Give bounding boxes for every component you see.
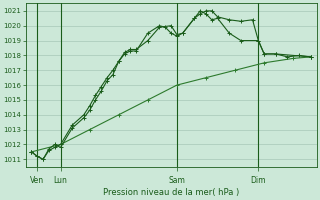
X-axis label: Pression niveau de la mer( hPa ): Pression niveau de la mer( hPa ) <box>103 188 239 197</box>
